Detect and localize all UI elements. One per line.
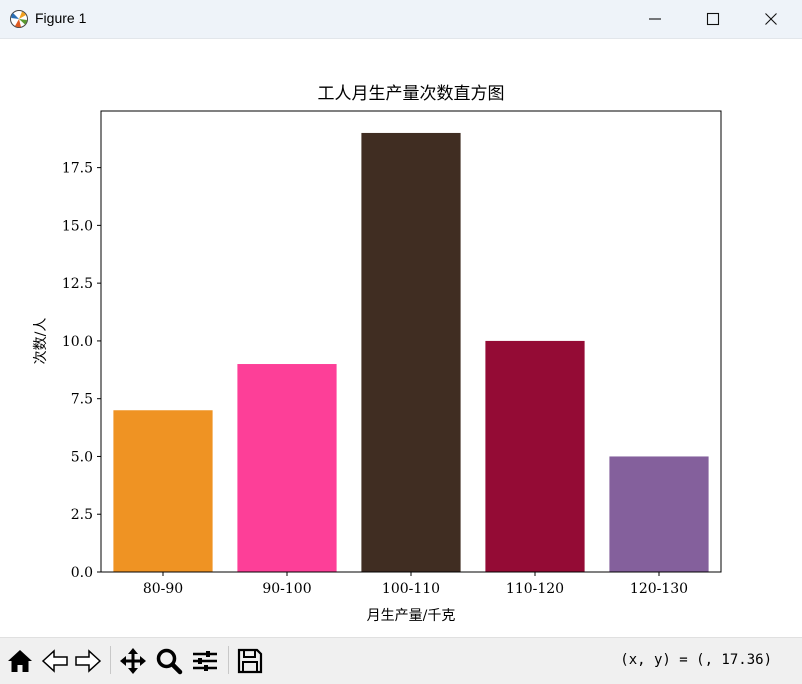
bar-90-100 [237, 364, 337, 572]
figure-canvas[interactable]: 工人月生产量次数直方图 0.0 2.5 5.0 7.5 10.0 12.5 15.0 17.5… [0, 39, 802, 637]
y-tick-label: 15.0 [62, 218, 93, 234]
minimize-icon [649, 18, 661, 20]
bar-100-110 [361, 132, 461, 572]
cursor-coordinates: (x, y) = (, 17.36) [620, 652, 772, 668]
maximize-button[interactable] [684, 0, 742, 38]
zoom-icon [156, 648, 183, 675]
y-tick-label: 10.0 [62, 334, 93, 350]
home-button[interactable] [5, 646, 35, 676]
x-tick-label: 110-120 [506, 581, 564, 597]
close-button[interactable] [742, 0, 800, 38]
window-title: Figure 1 [35, 10, 87, 26]
bar-110-120 [485, 340, 585, 572]
x-axis-label: 月生产量/千克 [367, 608, 456, 624]
y-tick-label: 0.0 [71, 565, 93, 581]
y-tick-label: 17.5 [62, 161, 93, 177]
y-tick-label: 5.0 [71, 449, 93, 465]
maximize-icon [706, 12, 720, 26]
y-tick-label: 7.5 [71, 392, 93, 408]
back-button[interactable] [40, 646, 70, 676]
x-tick-label: 90-100 [262, 581, 311, 597]
forward-button[interactable] [73, 646, 103, 676]
y-tick-label: 12.5 [62, 276, 93, 292]
zoom-button[interactable] [154, 646, 184, 676]
x-tick-label: 100-110 [382, 581, 440, 597]
home-icon [8, 650, 32, 672]
back-icon [41, 649, 68, 673]
configure-subplots-icon [193, 651, 217, 671]
save-icon [237, 648, 263, 674]
window-titlebar: Figure 1 [0, 0, 802, 39]
bar-80-90 [113, 410, 213, 572]
chart-title: 工人月生产量次数直方图 [318, 84, 505, 104]
bar-chart: 工人月生产量次数直方图 0.0 2.5 5.0 7.5 10.0 12.5 15.0 17.5… [33, 84, 722, 624]
toolbar-separator [228, 646, 229, 674]
x-tick-label: 120-130 [630, 581, 688, 597]
y-tick-label: 2.5 [71, 507, 93, 523]
close-icon [765, 13, 777, 25]
minimize-button[interactable] [626, 0, 684, 38]
pan-button[interactable] [118, 646, 148, 676]
forward-icon [75, 649, 102, 673]
bar-120-130 [609, 456, 709, 572]
configure-subplots-button[interactable] [190, 646, 220, 676]
toolbar-separator [110, 646, 111, 674]
save-button[interactable] [235, 646, 265, 676]
pan-icon [120, 648, 146, 674]
x-tick-label: 80-90 [143, 581, 183, 597]
navigation-toolbar: (x, y) = (, 17.36) [0, 637, 802, 684]
matplotlib-logo-icon [10, 10, 28, 28]
y-axis-label: 次数/人 [33, 318, 49, 365]
